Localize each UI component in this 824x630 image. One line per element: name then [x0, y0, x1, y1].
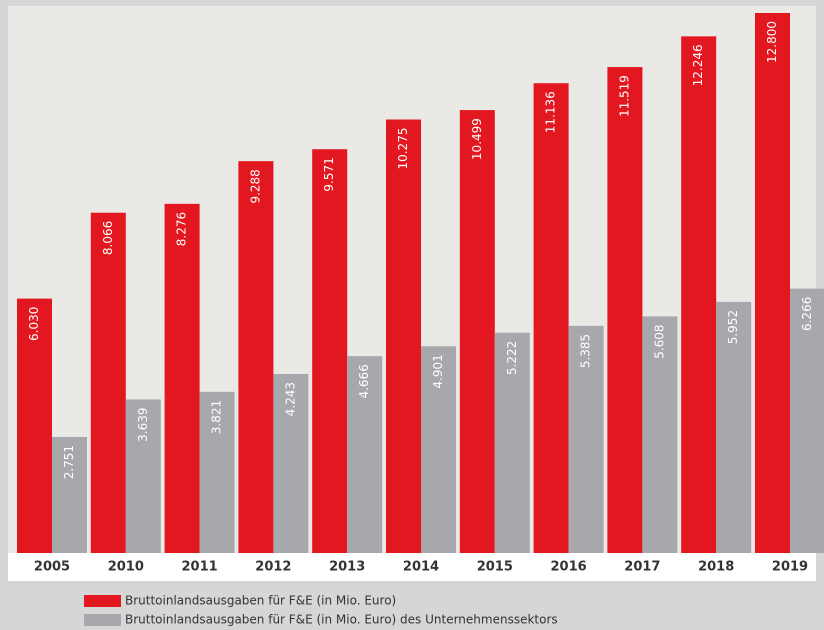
x-tick-label: 2018	[698, 560, 734, 575]
value-label: 9.288	[248, 169, 262, 203]
x-tick-label: 2016	[551, 560, 587, 575]
legend-swatch	[84, 595, 121, 607]
value-label: 12.246	[691, 44, 705, 86]
x-tick-label: 2013	[329, 560, 365, 575]
bar	[607, 67, 642, 553]
value-label: 3.821	[210, 400, 224, 434]
value-label: 8.066	[101, 221, 115, 255]
x-tick-label: 2005	[34, 560, 70, 575]
value-label: 5.222	[505, 341, 519, 375]
value-label: 5.385	[579, 334, 593, 368]
bar	[238, 161, 273, 553]
value-label: 10.499	[470, 118, 484, 160]
bar	[681, 36, 716, 553]
value-label: 5.952	[726, 310, 740, 344]
bar	[312, 149, 347, 553]
bar	[755, 13, 790, 553]
x-tick-label: 2014	[403, 560, 439, 575]
value-label: 10.275	[396, 128, 410, 170]
value-label: 4.901	[431, 354, 445, 388]
bar	[386, 120, 421, 553]
value-label: 11.519	[617, 75, 631, 117]
value-label: 2.751	[62, 445, 76, 479]
value-label: 9.571	[322, 157, 336, 191]
value-label: 4.243	[283, 382, 297, 416]
bar	[165, 204, 200, 553]
legend-label: Bruttoinlandsausgaben für F&E (in Mio. E…	[125, 594, 396, 608]
value-label: 3.639	[136, 407, 150, 441]
x-tick-label: 2010	[108, 560, 144, 575]
value-label: 6.266	[800, 297, 814, 331]
x-tick-label: 2012	[255, 560, 291, 575]
x-tick-label: 2011	[182, 560, 218, 575]
value-label: 11.136	[544, 91, 558, 133]
chart: 6.030 8.066 8.276 9.288 9.571 10.275 10.499 11.…	[0, 0, 824, 630]
x-tick-label: 2015	[477, 560, 513, 575]
legend-swatch	[84, 614, 121, 626]
value-label: 4.666	[357, 364, 371, 398]
bar	[534, 83, 569, 553]
value-label: 6.030	[27, 307, 41, 341]
x-tick-label: 2017	[624, 560, 660, 575]
value-label: 5.608	[652, 324, 666, 358]
x-tick-label: 2019	[772, 560, 808, 575]
legend-label: Bruttoinlandsausgaben für F&E (in Mio. E…	[125, 613, 558, 627]
value-label: 12.800	[765, 21, 779, 63]
value-label: 8.276	[175, 212, 189, 246]
bar	[91, 213, 126, 553]
bar	[460, 110, 495, 553]
